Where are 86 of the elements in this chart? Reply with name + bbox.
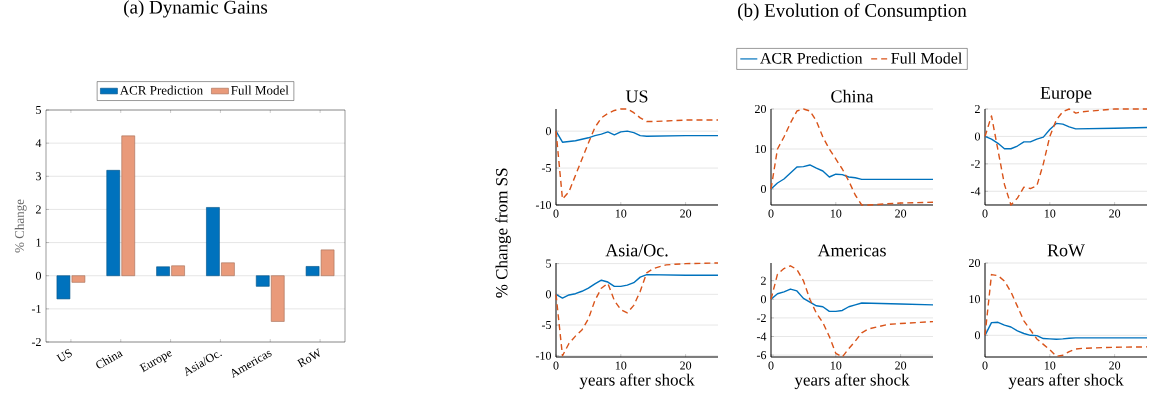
x-tick-label: 20	[680, 209, 692, 218]
line-series	[555, 273, 719, 299]
chart-title: Americas	[817, 244, 886, 257]
x-axis-title: years after shock	[794, 373, 910, 390]
y-tick-label: 5	[36, 106, 41, 114]
x-tick-label: 10	[830, 209, 842, 218]
x-tick-label: 20	[895, 361, 907, 370]
line-series	[770, 288, 934, 313]
x-tick-label: 0	[982, 209, 988, 218]
bar	[255, 275, 270, 287]
x-tick-label: 10	[615, 361, 627, 370]
y-tick-label: 20	[755, 104, 767, 114]
y-tick-label: 0	[760, 184, 767, 194]
y-tick-label: 0	[760, 295, 767, 304]
y-tick-label: -2	[970, 159, 980, 168]
y-tick-label: -4	[756, 332, 767, 341]
x-tick-label: 0	[553, 361, 559, 370]
x-tick-label: RoW	[296, 348, 320, 368]
x-tick-label: 10	[830, 361, 842, 370]
chart-title: (a) Dynamic Gains	[124, 0, 268, 18]
x-tick-label: 0	[768, 209, 774, 218]
y-tick-label: -10	[535, 200, 552, 210]
bar	[206, 207, 220, 277]
y-tick-label: 5	[546, 259, 552, 268]
y-tick-label: -4	[970, 187, 981, 196]
y-tick-label: 10	[755, 144, 767, 154]
bar	[171, 265, 185, 277]
x-tick-label: 10	[1044, 361, 1056, 370]
y-tick-label: 4	[35, 139, 42, 148]
legend-label: ACR Prediction	[760, 52, 863, 64]
y-tick-label: 3	[36, 172, 41, 181]
x-tick-label: 0	[768, 361, 774, 370]
bar	[320, 249, 335, 277]
y-tick-label: 0	[974, 331, 981, 340]
legend-label: Full Model	[231, 85, 289, 95]
y-axis-title: % Change	[14, 199, 27, 253]
bar	[106, 170, 121, 277]
x-tick-label: 10	[615, 209, 627, 218]
chart-title: RoW	[1047, 244, 1085, 257]
line-series	[770, 265, 934, 358]
chart-title: US	[625, 90, 648, 103]
x-tick-label: 0	[553, 209, 559, 218]
bar	[156, 266, 170, 277]
x-axis-title: years after shock	[1008, 373, 1124, 390]
y-tick-label: 2	[761, 276, 766, 285]
x-tick-label: 20	[1109, 361, 1121, 370]
y-tick-label: -10	[535, 351, 552, 360]
x-axis-title: years after shock	[579, 373, 695, 390]
line-series	[555, 262, 719, 357]
bar	[305, 266, 320, 277]
y-tick-label: 2	[975, 105, 980, 113]
bar	[221, 262, 235, 277]
x-tick-label: 10	[1044, 209, 1056, 218]
chart-title: Asia/Oc.	[605, 244, 668, 257]
y-tick-label: 0	[974, 132, 981, 141]
x-tick-label: China	[96, 351, 124, 369]
y-tick-label: -5	[541, 164, 552, 173]
line-series	[984, 122, 1148, 150]
chart-title: Europe	[1040, 86, 1092, 103]
legend-label: ACR Prediction	[119, 85, 203, 95]
bar	[121, 135, 136, 277]
bar	[270, 275, 285, 322]
x-tick-label: 20	[895, 209, 907, 218]
y-tick-label: 10	[969, 295, 981, 304]
legend-label: Full Model	[891, 52, 962, 64]
y-tick-label: -2	[756, 313, 766, 322]
bar	[71, 275, 86, 283]
chart-title: China	[831, 89, 874, 103]
y-tick-label: -5	[541, 321, 552, 330]
x-tick-label: 20	[1109, 209, 1121, 218]
text: (b) Evolution of Consumption	[738, 3, 967, 21]
y-tick-label: 0	[545, 290, 552, 299]
line-series	[984, 108, 1148, 206]
x-tick-label: 20	[680, 361, 692, 370]
y-tick-label: -1	[31, 304, 41, 313]
y-tick-label: -2	[31, 338, 41, 346]
y-tick-label: 0	[35, 271, 42, 280]
y-tick-label: -6	[756, 351, 767, 360]
bar	[56, 275, 71, 300]
y-tick-label: 1	[36, 238, 41, 247]
y-tick-label: 20	[969, 258, 981, 268]
y-tick-label: 2	[36, 205, 41, 214]
y-tick-label: 0	[545, 127, 552, 136]
y-axis-title: % Change from SS	[495, 168, 511, 298]
x-tick-label: US	[56, 349, 72, 362]
x-tick-label: 0	[982, 361, 988, 370]
